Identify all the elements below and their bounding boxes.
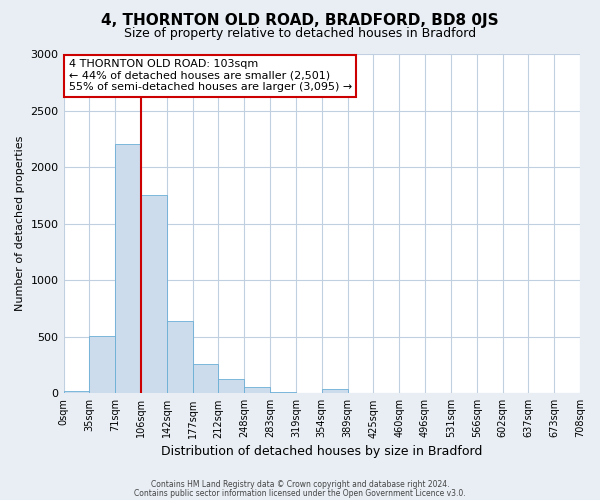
Text: 4, THORNTON OLD ROAD, BRADFORD, BD8 0JS: 4, THORNTON OLD ROAD, BRADFORD, BD8 0JS	[101, 12, 499, 28]
Text: Size of property relative to detached houses in Bradford: Size of property relative to detached ho…	[124, 28, 476, 40]
Bar	[115, 144, 141, 394]
Bar	[141, 196, 167, 394]
Bar	[89, 336, 115, 394]
X-axis label: Distribution of detached houses by size in Bradford: Distribution of detached houses by size …	[161, 444, 482, 458]
Bar	[64, 391, 89, 394]
Text: Contains HM Land Registry data © Crown copyright and database right 2024.: Contains HM Land Registry data © Crown c…	[151, 480, 449, 489]
Bar	[193, 364, 218, 394]
Bar	[167, 322, 193, 394]
Bar	[322, 390, 347, 394]
Text: Contains public sector information licensed under the Open Government Licence v3: Contains public sector information licen…	[134, 488, 466, 498]
Bar	[347, 393, 373, 394]
Y-axis label: Number of detached properties: Number of detached properties	[15, 136, 25, 312]
Bar	[270, 392, 296, 394]
Bar	[244, 386, 270, 394]
Bar	[218, 378, 244, 394]
Text: 4 THORNTON OLD ROAD: 103sqm
← 44% of detached houses are smaller (2,501)
55% of : 4 THORNTON OLD ROAD: 103sqm ← 44% of det…	[69, 59, 352, 92]
